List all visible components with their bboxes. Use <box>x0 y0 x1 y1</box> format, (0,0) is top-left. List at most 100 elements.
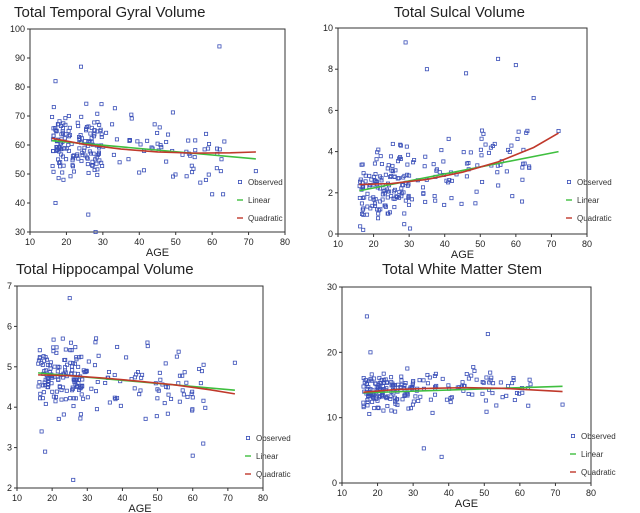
observed-point <box>206 146 211 151</box>
observed-point <box>363 173 368 178</box>
y-tick-label: 50 <box>15 169 25 179</box>
observed-point <box>90 159 95 164</box>
observed-point <box>484 409 489 414</box>
observed-point <box>53 79 58 84</box>
observed-point <box>361 400 366 405</box>
x-tick-label: 40 <box>117 493 127 503</box>
observed-point <box>58 160 63 165</box>
x-tick-label: 60 <box>188 493 198 503</box>
observed-point <box>388 154 393 159</box>
observed-point <box>425 372 430 377</box>
observed-point <box>464 174 469 179</box>
observed-point <box>156 388 161 393</box>
observed-point <box>94 407 99 412</box>
observed-point <box>66 113 71 118</box>
observed-point <box>372 161 377 166</box>
observed-point <box>159 145 164 150</box>
observed-point <box>70 154 75 159</box>
x-tick-label: 50 <box>171 237 181 247</box>
observed-point <box>520 177 525 182</box>
observed-point <box>369 393 374 398</box>
observed-point <box>112 106 117 111</box>
observed-point <box>422 164 427 169</box>
x-tick-label: 30 <box>404 239 414 249</box>
observed-point <box>94 161 99 166</box>
legend-label: Observed <box>577 178 612 187</box>
observed-point <box>95 172 100 177</box>
chart-title: Total Temporal Gyral Volume <box>14 4 206 21</box>
observed-point <box>486 150 491 155</box>
observed-point <box>409 197 414 202</box>
observed-point <box>358 177 363 182</box>
legend-label: Quadratic <box>248 214 283 223</box>
observed-point <box>434 168 439 173</box>
observed-point <box>494 403 499 408</box>
observed-point <box>392 174 397 179</box>
observed-point <box>498 380 503 385</box>
observed-point <box>51 337 56 342</box>
legend-label: Linear <box>577 196 600 205</box>
observed-point <box>42 358 47 363</box>
observed-point <box>406 195 411 200</box>
observed-point <box>71 169 76 174</box>
observed-point <box>157 125 162 130</box>
observed-point <box>37 396 42 401</box>
observed-point <box>496 183 501 188</box>
observed-point <box>145 340 150 345</box>
y-tick-label: 8 <box>328 64 333 74</box>
observed-point <box>152 122 157 127</box>
observed-point <box>390 163 395 168</box>
observed-point <box>365 399 370 404</box>
observed-point <box>427 375 432 380</box>
observed-point <box>69 348 74 353</box>
observed-point <box>51 345 56 350</box>
linear-fit-line <box>359 150 559 192</box>
observed-point <box>372 376 377 381</box>
observed-point <box>40 396 45 401</box>
observed-point <box>37 356 42 361</box>
observed-point <box>80 153 85 158</box>
x-tick-label: 40 <box>444 488 454 498</box>
observed-point <box>468 150 473 155</box>
observed-point <box>58 164 63 169</box>
observed-point <box>381 408 386 413</box>
observed-point <box>138 388 143 393</box>
observed-point <box>157 370 162 375</box>
observed-point <box>145 344 150 349</box>
observed-point <box>180 373 185 378</box>
observed-point <box>88 131 93 136</box>
observed-point <box>411 399 416 404</box>
observed-point <box>85 156 90 161</box>
y-tick-label: 6 <box>7 321 12 331</box>
observed-point <box>500 395 505 400</box>
chart-svg: 10 20 30 40 50 60 70 800102030AGEObservedLinear… <box>327 282 616 510</box>
observed-point <box>88 151 93 156</box>
observed-point <box>471 365 476 370</box>
observed-point <box>201 441 206 446</box>
observed-point <box>70 368 75 373</box>
x-tick-label: 60 <box>511 239 521 249</box>
observed-point <box>94 336 99 341</box>
observed-point <box>359 162 364 167</box>
y-tick-label: 4 <box>328 147 333 157</box>
observed-point <box>481 131 486 136</box>
observed-point <box>204 131 209 136</box>
observed-point <box>439 454 444 459</box>
observed-point <box>368 206 373 211</box>
observed-point <box>515 136 520 141</box>
observed-point <box>89 125 94 130</box>
observed-point <box>390 141 395 146</box>
observed-point <box>483 398 488 403</box>
observed-point <box>139 375 144 380</box>
observed-point <box>38 391 43 396</box>
observed-point <box>406 406 411 411</box>
observed-point <box>96 150 101 155</box>
observed-point <box>76 124 81 129</box>
observed-point <box>514 390 519 395</box>
observed-point <box>50 114 55 119</box>
observed-point <box>89 386 94 391</box>
observed-point <box>423 199 428 204</box>
quadratic-fit-line <box>38 374 236 395</box>
observed-point <box>253 169 258 174</box>
observed-point <box>385 195 390 200</box>
